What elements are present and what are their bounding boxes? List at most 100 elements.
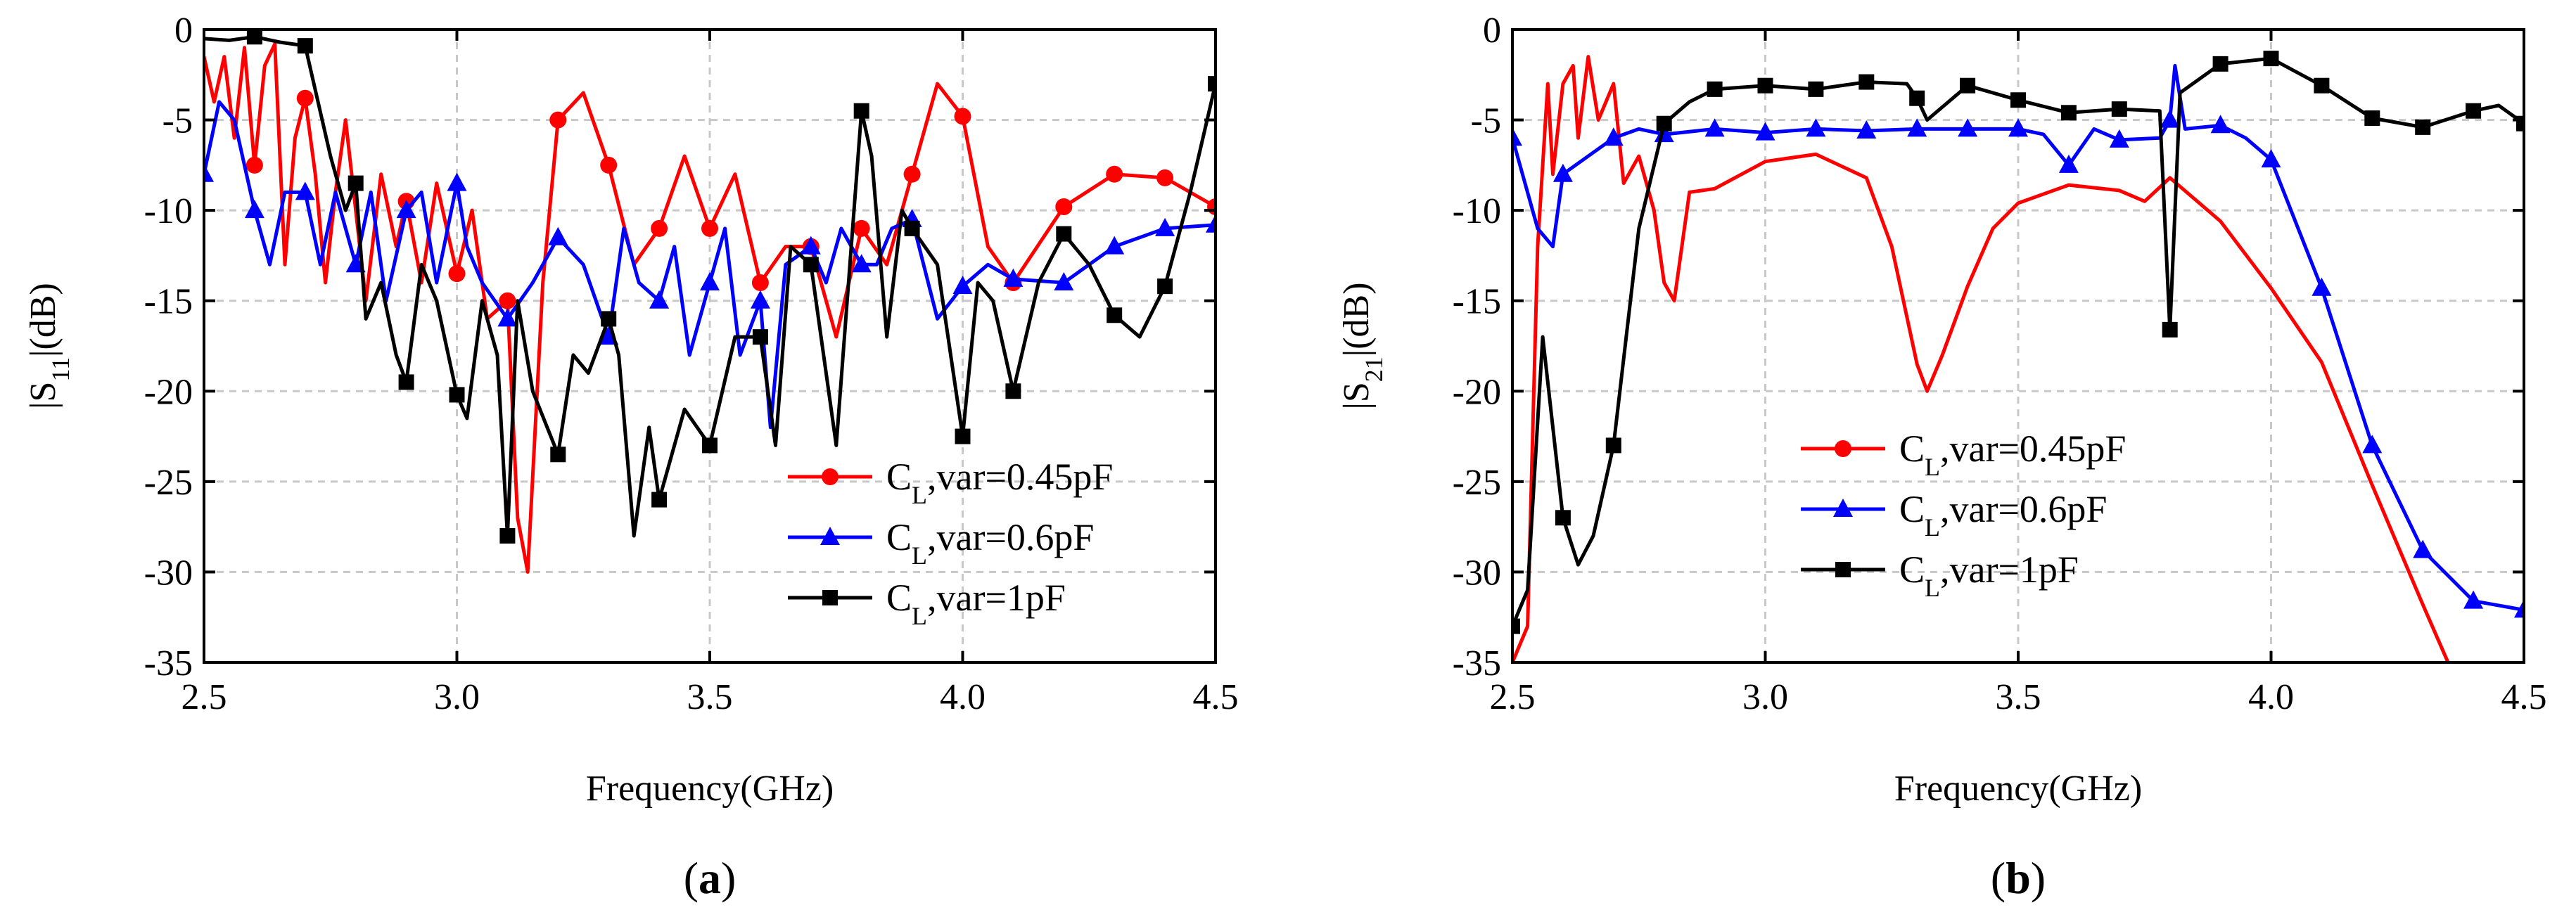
series-black — [1512, 51, 2524, 634]
panel-label: (a) — [684, 853, 737, 903]
data-marker-blue — [396, 200, 416, 219]
data-marker-black — [2111, 101, 2127, 117]
data-marker-black — [2314, 77, 2330, 94]
data-marker-red — [600, 156, 618, 174]
data-marker-red — [499, 292, 516, 309]
data-marker-black — [2010, 92, 2026, 108]
y-tick-label: -20 — [144, 372, 193, 412]
y-tick-label: -5 — [1471, 101, 1501, 141]
data-marker-blue — [2210, 115, 2231, 134]
data-marker-blue — [1907, 118, 1927, 137]
y-tick-label: -15 — [1453, 282, 1501, 322]
data-marker-black — [601, 311, 617, 327]
data-marker-red — [296, 89, 314, 107]
data-marker-blue — [1054, 272, 1074, 290]
y-tick-label: -10 — [144, 191, 193, 231]
data-marker-blue — [548, 226, 568, 245]
legend-marker-black — [822, 590, 838, 605]
data-marker-black — [2212, 56, 2229, 72]
x-tick-label: 4.5 — [2501, 677, 2547, 717]
y-tick-label: -20 — [1453, 372, 1501, 412]
data-marker-blue — [1104, 236, 1125, 255]
data-marker-blue — [1512, 127, 1522, 146]
series-line-black — [204, 34, 1216, 538]
data-marker-black — [347, 175, 364, 191]
x-tick-label: 2.5 — [1490, 677, 1536, 717]
data-marker-black — [702, 437, 718, 454]
data-marker-blue — [2514, 599, 2524, 618]
x-tick-label: 2.5 — [181, 677, 227, 717]
y-tick-label: -25 — [1453, 463, 1501, 503]
data-marker-black — [1107, 307, 1123, 323]
data-marker-black — [1909, 90, 1925, 106]
data-marker-blue — [1704, 118, 1725, 137]
data-marker-blue — [295, 181, 315, 200]
series-line-red — [1512, 55, 2450, 662]
data-marker-black — [2415, 119, 2431, 135]
data-marker-black — [398, 374, 414, 390]
data-marker-black — [2263, 51, 2279, 67]
data-marker-red — [1156, 169, 1174, 186]
data-marker-blue — [1206, 214, 1216, 233]
data-marker-blue — [700, 272, 720, 290]
series-red — [1512, 55, 2450, 662]
y-tick-label: 0 — [174, 11, 193, 51]
data-marker-blue — [952, 276, 973, 295]
chart-panel-a: 2.5 3.0 3.5 4.0 4.5 0 -5 -10 -15 -20 -25 -30 -35 Freq… — [23, 11, 1239, 903]
data-marker-blue — [1155, 217, 1175, 236]
y-axis-label: |S21|(dB) — [1337, 282, 1388, 409]
data-marker-red — [1106, 165, 1123, 183]
x-tick-label: 3.0 — [434, 677, 480, 717]
legend-marker-blue — [820, 527, 840, 545]
data-marker-blue — [447, 172, 467, 191]
data-marker-black — [1960, 77, 1976, 94]
data-marker-red — [246, 156, 263, 174]
data-marker-black — [853, 103, 869, 119]
data-marker-blue — [2413, 539, 2433, 558]
data-marker-black — [1157, 278, 1173, 295]
y-tick-label: -10 — [1453, 191, 1501, 231]
legend-label-blue: CL,var=0.6pF — [886, 516, 1094, 570]
data-marker-red — [549, 111, 567, 129]
y-tick-label: -15 — [144, 282, 193, 322]
data-marker-black — [2466, 103, 2482, 119]
series-black — [204, 30, 1216, 544]
y-tick-label: -30 — [1453, 553, 1501, 593]
data-marker-black — [499, 528, 516, 544]
y-tick-label: 0 — [1483, 11, 1501, 51]
data-marker-blue — [2362, 435, 2383, 454]
data-marker-black — [803, 257, 819, 273]
data-marker-black — [1056, 226, 1072, 242]
data-marker-blue — [1958, 118, 1978, 137]
x-tick-label: 4.0 — [940, 677, 986, 717]
data-marker-blue — [1003, 268, 1024, 287]
data-marker-black — [2060, 105, 2077, 121]
x-tick-label: 3.5 — [1996, 677, 2041, 717]
data-marker-black — [1656, 115, 1672, 131]
y-tick-label: -5 — [162, 101, 193, 141]
data-marker-black — [651, 492, 668, 508]
x-axis-label: Frequency(GHz) — [1894, 769, 2142, 809]
data-marker-blue — [851, 254, 872, 273]
data-marker-black — [752, 329, 768, 345]
series-blue — [204, 100, 1216, 430]
x-tick-label: 4.5 — [1193, 677, 1239, 717]
y-tick-label: -25 — [144, 463, 193, 503]
data-marker-blue — [2312, 277, 2332, 296]
data-marker-black — [449, 387, 465, 403]
data-marker-black — [1512, 618, 1520, 634]
legend-marker-red — [1835, 440, 1851, 457]
y-tick-label: -35 — [1453, 643, 1501, 684]
data-marker-blue — [2008, 118, 2028, 137]
y-tick-label: -35 — [144, 643, 193, 684]
data-marker-blue — [1856, 120, 1877, 139]
data-marker-black — [1208, 76, 1216, 92]
x-axis-label: Frequency(GHz) — [586, 769, 834, 809]
data-marker-red — [903, 165, 921, 183]
x-tick-label: 3.5 — [687, 677, 733, 717]
data-marker-blue — [2160, 109, 2180, 128]
legend-marker-black — [1835, 562, 1851, 577]
data-marker-blue — [1603, 127, 1624, 146]
legend: CL,var=0.45pF CL,var=0.6pF CL,var=1pF — [1801, 428, 2126, 602]
